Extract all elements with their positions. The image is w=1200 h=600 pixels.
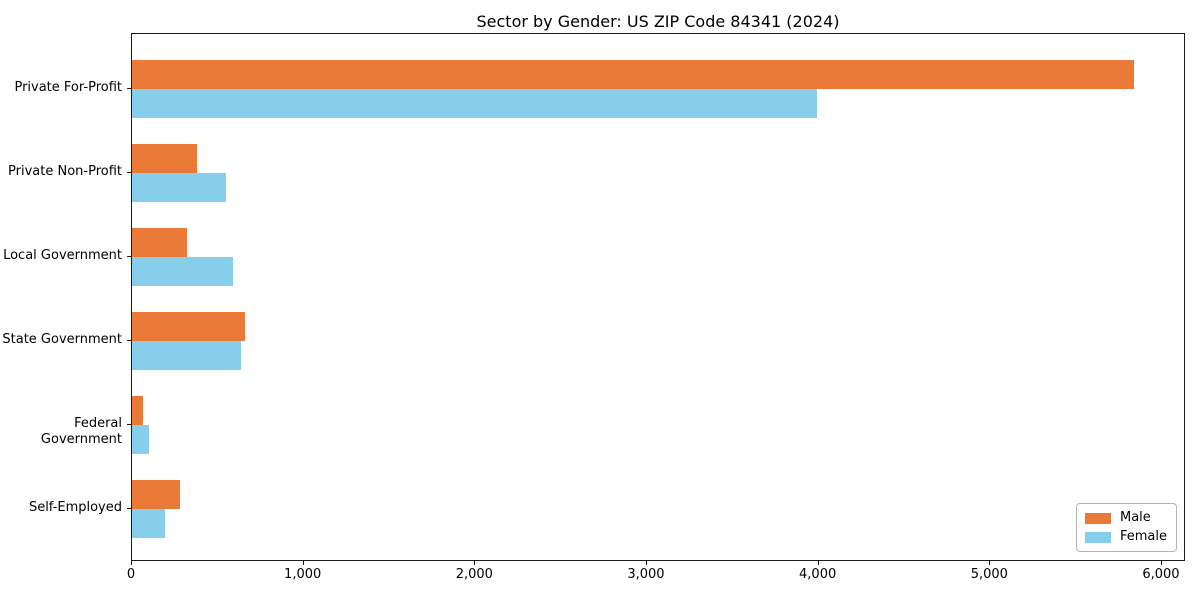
x-tick-mark	[474, 561, 476, 565]
x-axis-label: 3,000	[627, 567, 665, 582]
legend-label: Female	[1119, 529, 1167, 544]
x-tick-mark	[302, 561, 304, 565]
legend-label: Male	[1119, 510, 1151, 525]
bar-female-federal-government	[132, 425, 150, 454]
x-tick-mark	[131, 561, 132, 565]
x-tick-mark	[817, 561, 819, 565]
y-tick-mark	[127, 172, 131, 173]
x-axis-label: 0	[126, 567, 136, 582]
bar-male-local-government	[132, 228, 187, 257]
x-axis-label: 4,000	[799, 567, 837, 582]
y-axis-label: Self-Employed	[28, 500, 122, 515]
y-tick-mark	[127, 508, 131, 509]
y-axis-label: State Government	[2, 332, 122, 347]
bar-female-state-government	[132, 341, 241, 370]
y-tick-mark	[127, 340, 131, 341]
bar-male-private-for-profit	[132, 60, 1135, 89]
bar-female-private-non-profit	[132, 173, 227, 202]
bar-male-private-non-profit	[132, 144, 198, 173]
y-axis-label: Local Government	[3, 248, 122, 263]
x-axis-label: 2,000	[455, 567, 493, 582]
legend-entry-male: Male	[1084, 510, 1167, 525]
bar-male-federal-government	[132, 396, 144, 425]
x-axis-label: 6,000	[1142, 567, 1180, 582]
legend-swatch-icon	[1084, 512, 1111, 524]
chart-title: Sector by Gender: US ZIP Code 84341 (202…	[476, 12, 840, 31]
legend-swatch-icon	[1084, 531, 1111, 543]
bar-male-state-government	[132, 312, 246, 341]
bar-female-local-government	[132, 257, 234, 286]
legend: Male Female	[1075, 503, 1177, 552]
bar-female-self-employed	[132, 509, 165, 538]
y-tick-mark	[127, 424, 131, 425]
y-axis-label: Private For-Profit	[14, 80, 122, 95]
y-tick-mark	[127, 256, 131, 257]
legend-entry-female: Female	[1084, 529, 1167, 544]
x-axis-label: 5,000	[970, 567, 1008, 582]
x-tick-mark	[645, 561, 647, 565]
bar-male-self-employed	[132, 480, 180, 509]
x-tick-mark	[1160, 561, 1162, 565]
x-tick-mark	[989, 561, 991, 565]
y-tick-mark	[127, 88, 131, 89]
bar-female-private-for-profit	[132, 89, 818, 118]
plot-area: Male Female	[131, 33, 1185, 561]
y-axis-label: Private Non-Profit	[8, 164, 122, 179]
y-axis-label: Federal Government	[40, 416, 122, 447]
x-axis-label: 1,000	[284, 567, 322, 582]
